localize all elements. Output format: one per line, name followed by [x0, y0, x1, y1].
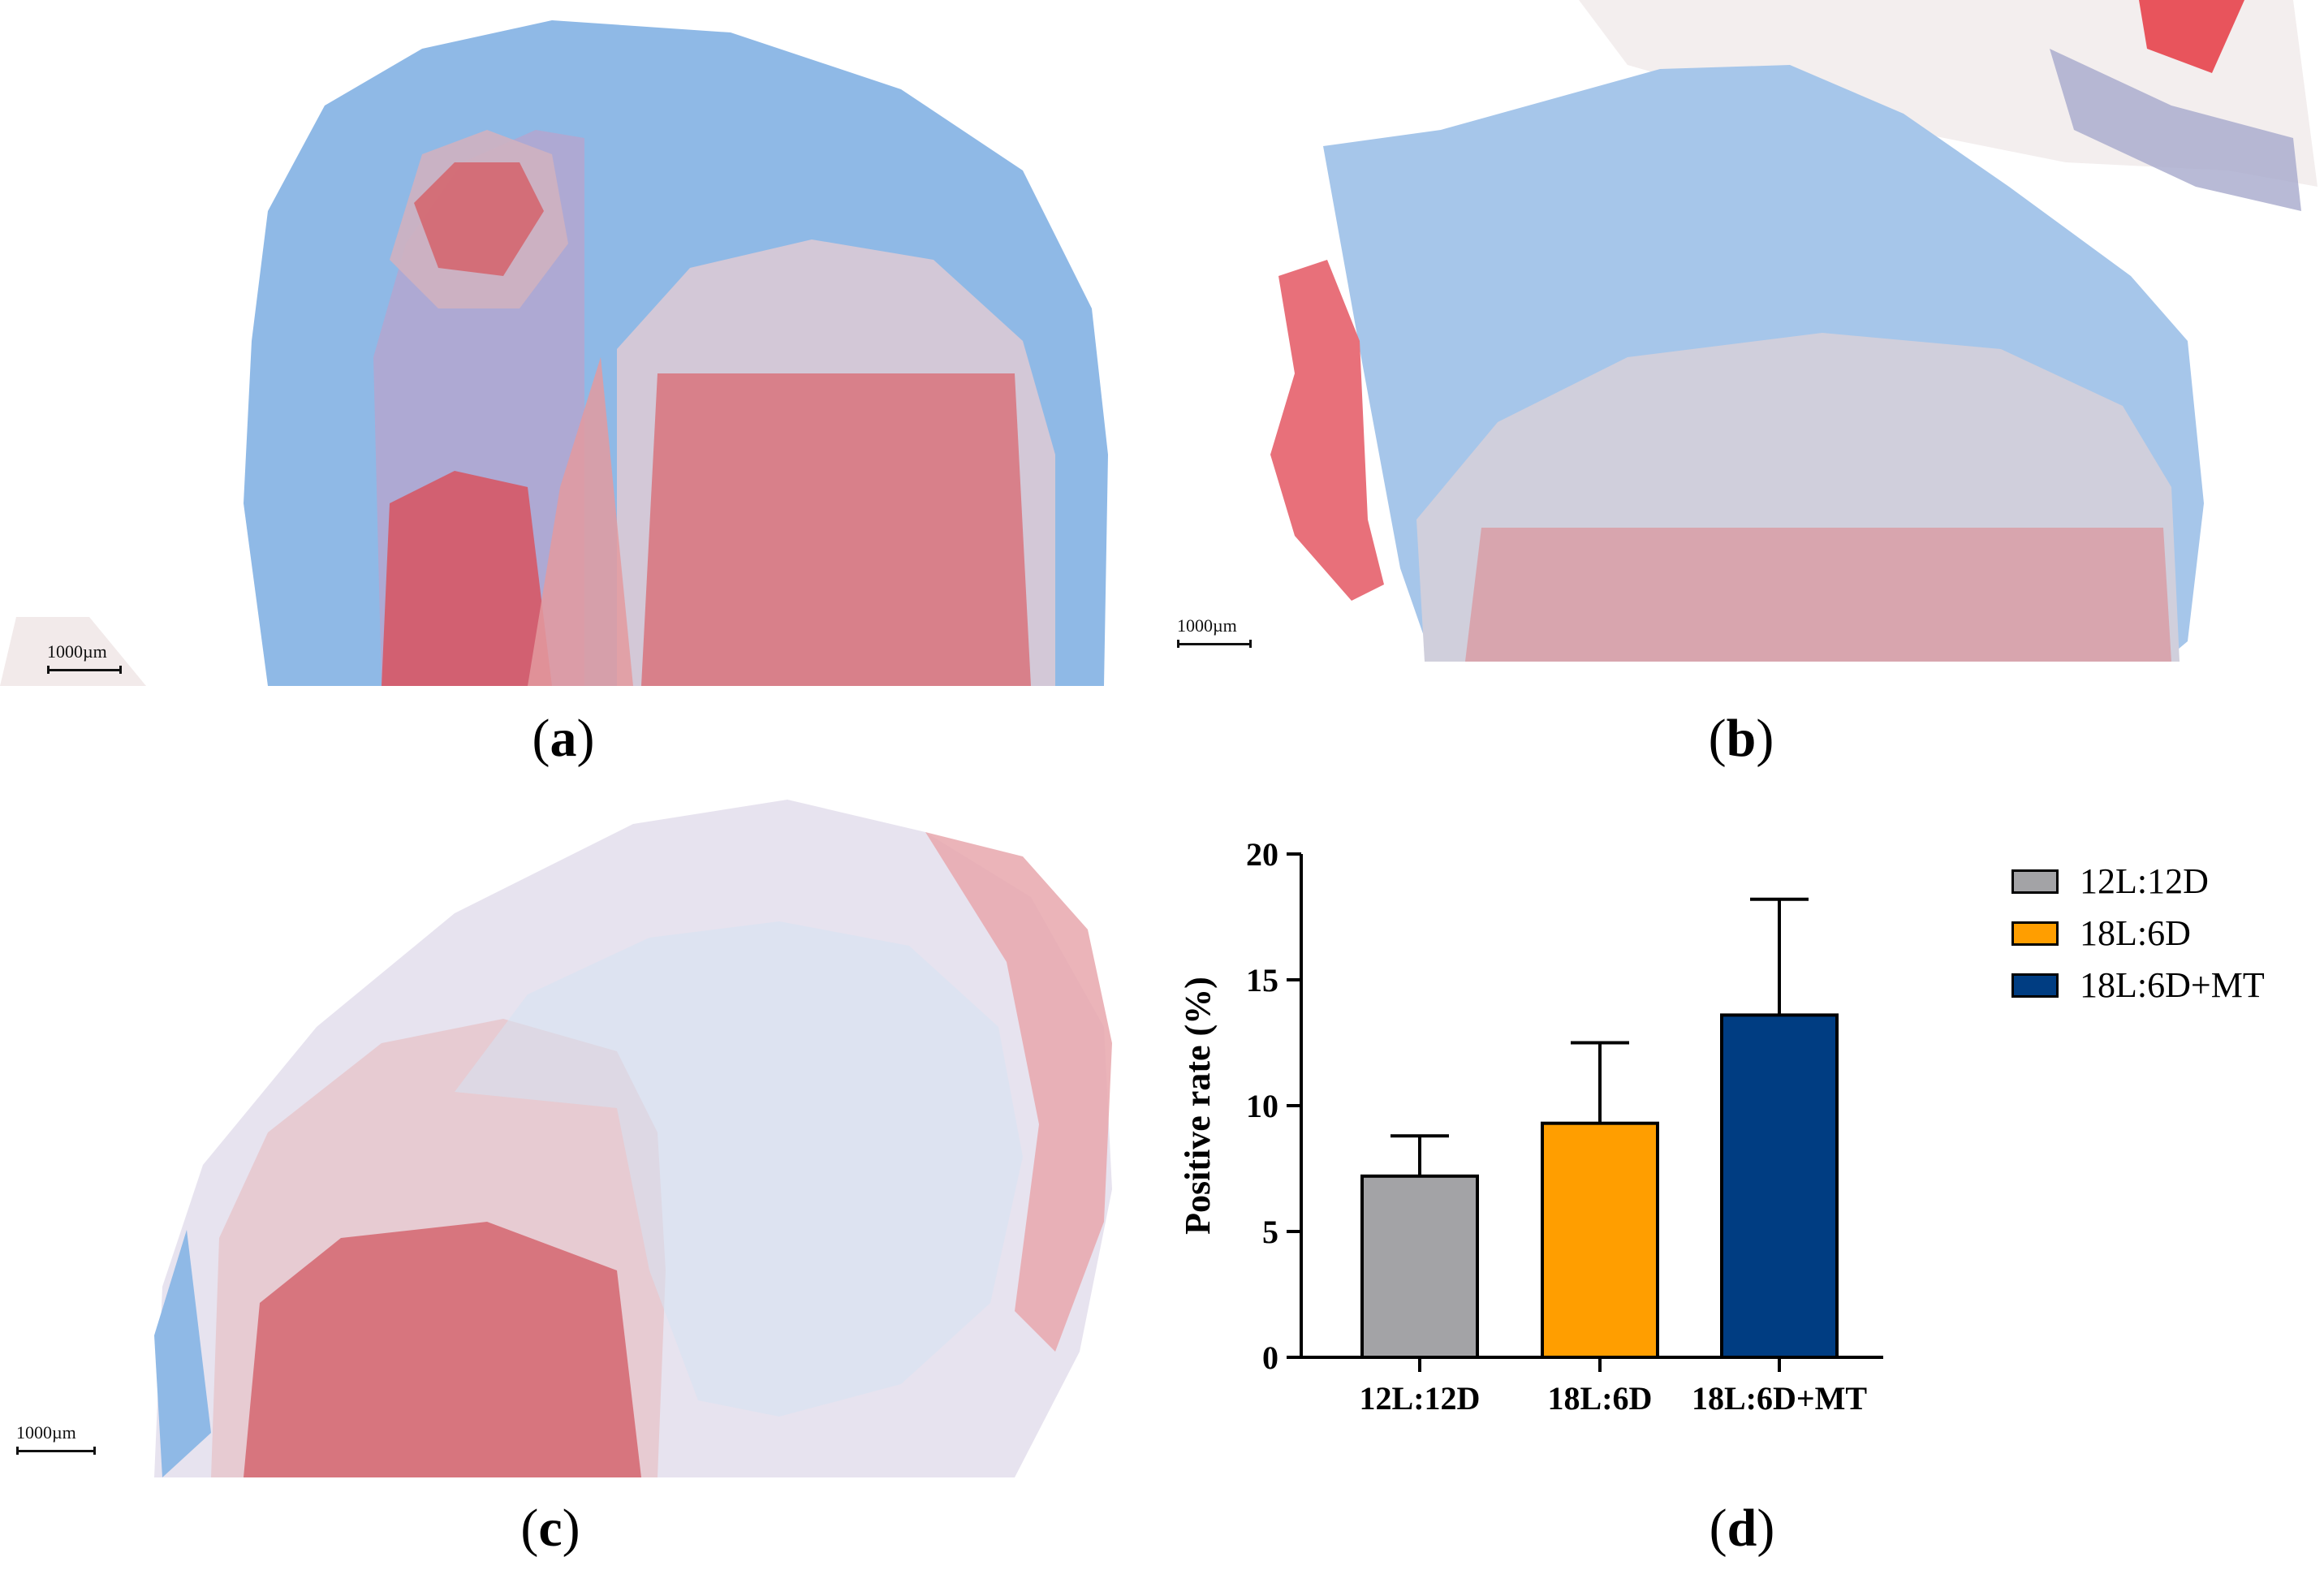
legend-label-1: 18L:6D [2080, 913, 2191, 953]
legend-item-0: 12L:12D [2011, 860, 2209, 902]
legend-swatch-1 [2011, 921, 2059, 946]
legend-swatch-0 [2011, 869, 2059, 894]
y-tick-label-4: 20 [1246, 836, 1278, 873]
panel-label-b: (b) [1708, 709, 1774, 768]
histology-image-a [0, 20, 1108, 686]
scale-bar-line-c [16, 1447, 96, 1455]
panel-b-image [1173, 0, 2324, 686]
chart-legend: 12L:12D 18L:6D 18L:6D+MT [2011, 860, 2320, 1007]
panel-c-image [0, 783, 1128, 1477]
panel-label-a: (a) [532, 709, 595, 768]
y-tick-label-2: 10 [1246, 1088, 1278, 1124]
y-axis-label: Positive rate (%) [1178, 977, 1218, 1235]
legend-label-0: 12L:12D [2080, 861, 2209, 901]
y-tick-label-1: 5 [1262, 1214, 1278, 1250]
panel-label-c: (c) [520, 1499, 580, 1558]
legend-item-1: 18L:6D [2011, 912, 2191, 954]
legend-swatch-2 [2011, 973, 2059, 998]
panel-a-image [0, 0, 1128, 686]
y-tick-label-3: 15 [1246, 962, 1278, 999]
scale-bar-label-c: 1000µm [16, 1422, 76, 1443]
bar-chart: 0 5 10 15 20 Positive rate (%) 12L:12D 18L:6D 18… [1178, 836, 1883, 1417]
panel-label-d: (d) [1709, 1499, 1775, 1558]
x-tick-label-0: 12L:12D [1360, 1380, 1481, 1417]
legend-label-2: 18L:6D+MT [2080, 965, 2265, 1005]
bar-2 [1720, 1013, 1839, 1360]
scale-bar-label-a: 1000µm [47, 641, 107, 662]
scale-bar-line-a [47, 666, 122, 674]
scale-bar-b: 1000µm [1177, 615, 1252, 648]
scale-bar-a: 1000µm [47, 641, 122, 674]
bar-1 [1541, 1121, 1659, 1359]
scale-bar-label-b: 1000µm [1177, 615, 1237, 636]
histology-image-b [1270, 0, 2318, 662]
scale-bar-line-b [1177, 640, 1252, 648]
histology-image-c [154, 800, 1112, 1477]
scale-bar-c: 1000µm [16, 1422, 96, 1455]
bar-0 [1360, 1174, 1479, 1360]
y-tick-label-0: 0 [1262, 1339, 1278, 1376]
x-tick-label-1: 18L:6D [1548, 1380, 1653, 1417]
legend-item-2: 18L:6D+MT [2011, 964, 2265, 1006]
x-tick-label-2: 18L:6D+MT [1692, 1380, 1867, 1417]
